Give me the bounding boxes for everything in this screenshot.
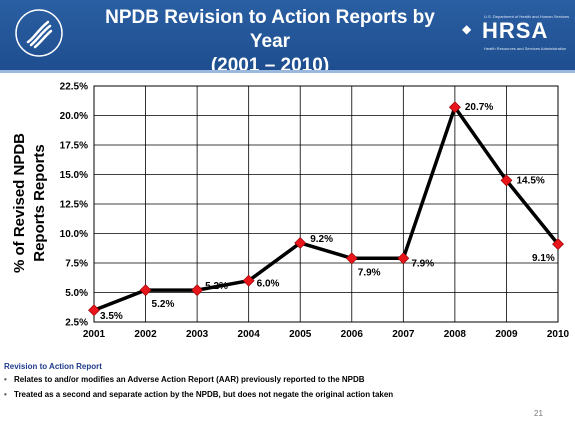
hrsa-logo: U.S. Department of Health and Human Serv… <box>462 14 569 54</box>
data-point-marker <box>552 238 564 251</box>
y-tick-label: 2.5% <box>65 318 88 329</box>
x-tick-label: 2003 <box>186 329 209 340</box>
x-tick-label: 2004 <box>238 329 261 340</box>
line-chart: 2.5% 5.0% 7.5% 10.0% 12.5% 15.0% 17.5% 20.0% 22.… <box>60 82 570 341</box>
data-point-marker <box>88 304 100 317</box>
notes-section: Revision to Action Report • Relates to an… <box>4 362 564 405</box>
note-text-2: Treated as a second and separate action … <box>14 390 394 399</box>
note-text-1: Relates to and/or modifies an Adverse Ac… <box>14 375 365 384</box>
y-tick-label: 15.0% <box>60 170 88 181</box>
data-point-marker <box>345 252 358 265</box>
hhs-eagle-logo-icon <box>15 9 63 57</box>
y-tick-label: 12.5% <box>60 200 88 211</box>
data-label: 7.9% <box>411 258 434 269</box>
data-label: 3.5% <box>100 311 123 322</box>
x-tick-label: 2002 <box>134 329 157 340</box>
data-point-marker <box>242 274 255 287</box>
slide-title: NPDB Revision to Action Reports by Year … <box>90 6 450 78</box>
data-label: 9.1% <box>532 253 555 264</box>
data-label: 6.0% <box>257 279 280 290</box>
note-bullet-2: • Treated as a second and separate action… <box>4 390 434 400</box>
hrsa-logo-word: HRSA <box>482 18 549 43</box>
y-tick-label: 5.0% <box>65 288 88 299</box>
x-tick-label: 2009 <box>495 329 518 340</box>
x-tick-label: 2001 <box>83 329 106 340</box>
y-tick-label: 17.5% <box>60 141 88 152</box>
x-tick-label: 2007 <box>392 329 415 340</box>
y-axis-title: % of Revised NPDB Reports Reports <box>11 133 48 273</box>
y-tick-label: 20.0% <box>60 111 88 122</box>
y-tick-label: 22.5% <box>60 82 88 93</box>
data-label: 7.9% <box>358 267 381 278</box>
x-tick-label: 2008 <box>444 329 467 340</box>
data-point-marker <box>500 174 513 187</box>
data-label: 5.2% <box>152 299 175 310</box>
y-tick-label: 7.5% <box>65 259 88 270</box>
hrsa-logo-top-text: U.S. Department of Health and Human Serv… <box>484 14 570 19</box>
page-number: 21 <box>534 409 543 418</box>
header-divider <box>0 70 575 73</box>
x-tick-label: 2005 <box>289 329 312 340</box>
series-line <box>93 105 560 312</box>
data-point-marker <box>294 237 307 249</box>
bullet-dot-icon: • <box>4 375 7 384</box>
hrsa-mark-icon: ◆ <box>462 22 472 36</box>
data-point-marker <box>191 284 204 297</box>
x-tick-label: 2010 <box>547 329 570 340</box>
slide-header: NPDB Revision to Action Reports by Year … <box>0 0 575 76</box>
data-point-marker <box>448 101 461 114</box>
data-point-marker <box>397 252 410 265</box>
data-label: 9.2% <box>310 234 333 245</box>
bullet-dot-icon: • <box>4 390 7 399</box>
data-label: 20.7% <box>465 102 493 113</box>
data-point-marker <box>139 284 152 297</box>
y-axis-title-line-2: Reports Reports <box>31 144 48 262</box>
title-line-1: NPDB Revision to Action Reports by Year <box>105 7 435 52</box>
hrsa-logo-subtext: Health Resources and Services Administra… <box>484 46 567 51</box>
data-label: 5.2% <box>205 281 228 292</box>
x-tick-label: 2006 <box>341 329 364 340</box>
data-label: 14.5% <box>516 175 544 186</box>
y-axis-title-line-1: % of Revised NPDB <box>11 133 28 273</box>
notes-heading: Revision to Action Report <box>4 362 102 371</box>
y-tick-label: 10.0% <box>60 229 88 240</box>
note-bullet-1: • Relates to and/or modifies an Adverse A… <box>4 375 564 385</box>
